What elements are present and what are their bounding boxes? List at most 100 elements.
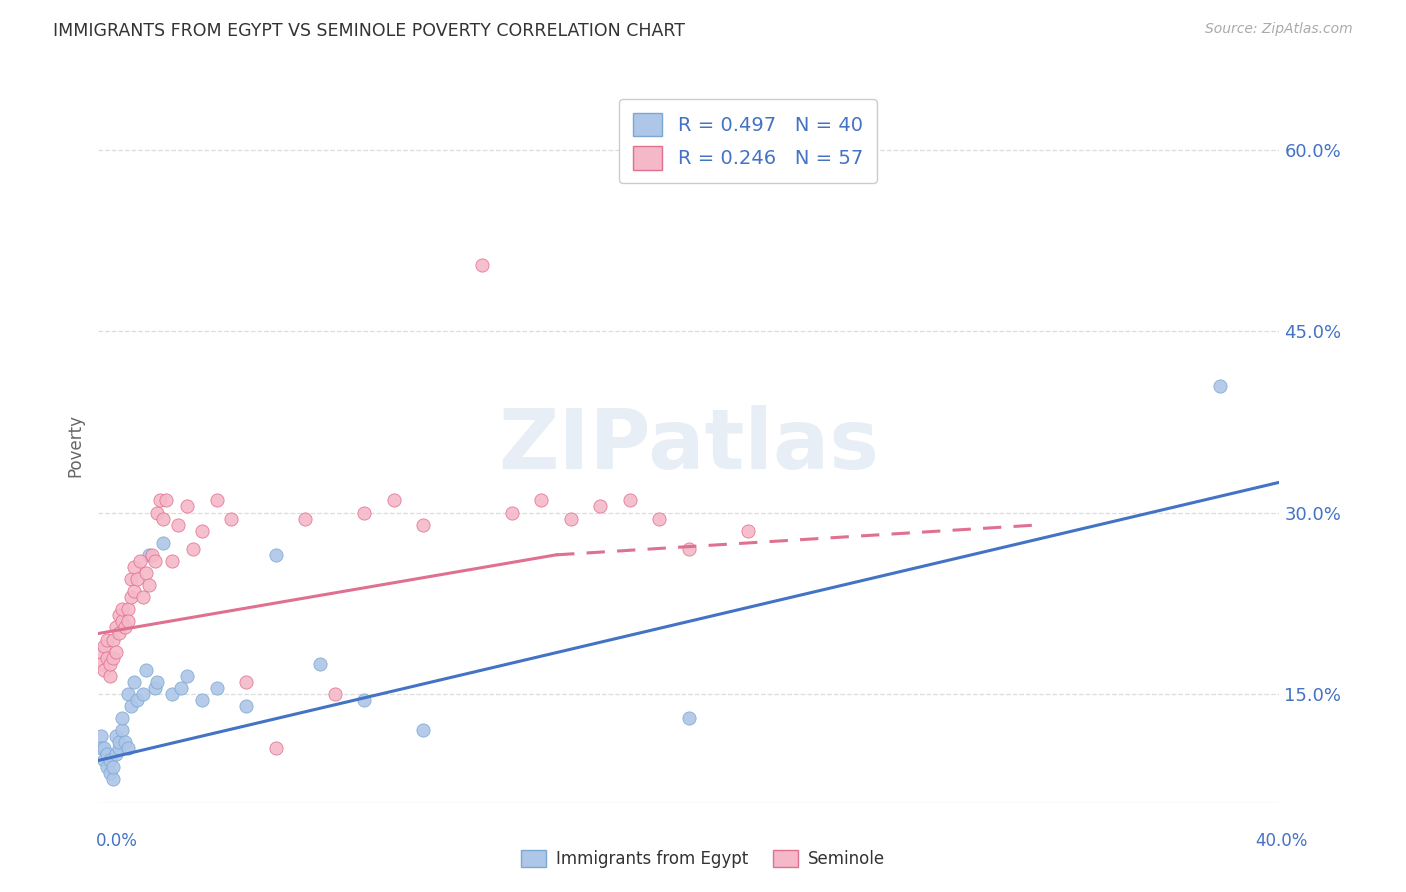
Point: [221, 511, 243, 525]
Point: [264, 548, 287, 562]
Point: [117, 615, 139, 629]
Point: [122, 674, 145, 689]
Point: [146, 506, 169, 520]
Point: [138, 578, 160, 592]
Point: [132, 590, 155, 604]
Point: [155, 493, 177, 508]
Point: [162, 687, 183, 701]
Point: [648, 511, 671, 525]
Point: [98, 754, 121, 768]
Point: [412, 517, 434, 532]
Point: [176, 500, 198, 514]
Point: [135, 663, 157, 677]
Point: [105, 729, 128, 743]
Point: [105, 645, 128, 659]
Point: [501, 506, 523, 520]
Point: [205, 681, 228, 695]
Point: [323, 687, 346, 701]
Point: [93, 639, 115, 653]
Point: [108, 626, 131, 640]
Point: [167, 517, 190, 532]
Point: [560, 511, 582, 525]
Text: ZIPatlas: ZIPatlas: [499, 406, 879, 486]
Point: [162, 554, 183, 568]
Point: [122, 560, 145, 574]
Point: [117, 741, 139, 756]
Point: [678, 711, 700, 725]
Point: [108, 741, 131, 756]
Point: [93, 663, 115, 677]
Point: [103, 632, 125, 647]
Point: [90, 657, 112, 671]
Point: [93, 754, 115, 768]
Point: [90, 741, 112, 756]
Point: [120, 572, 142, 586]
Point: [152, 511, 174, 525]
Point: [264, 741, 287, 756]
Point: [96, 650, 118, 665]
Point: [1209, 378, 1232, 392]
Point: [382, 493, 405, 508]
Point: [132, 687, 155, 701]
Point: [93, 741, 115, 756]
Point: [135, 566, 157, 580]
Point: [103, 759, 125, 773]
Point: [114, 735, 136, 749]
Point: [90, 729, 112, 743]
Point: [353, 693, 375, 707]
Point: [98, 669, 121, 683]
Point: [98, 657, 121, 671]
Point: [152, 535, 174, 549]
Point: [105, 747, 128, 762]
Point: [125, 572, 148, 586]
Point: [181, 541, 204, 556]
Point: [176, 669, 198, 683]
Point: [96, 759, 118, 773]
Point: [111, 602, 134, 616]
Point: [103, 650, 125, 665]
Point: [98, 765, 121, 780]
Point: [412, 723, 434, 738]
Text: Source: ZipAtlas.com: Source: ZipAtlas.com: [1205, 22, 1353, 37]
Point: [108, 608, 131, 623]
Text: 40.0%: 40.0%: [1256, 832, 1308, 850]
Point: [141, 548, 163, 562]
Point: [149, 493, 172, 508]
Point: [471, 258, 494, 272]
Point: [235, 674, 257, 689]
Point: [737, 524, 759, 538]
Point: [170, 681, 193, 695]
Point: [111, 615, 134, 629]
Point: [530, 493, 553, 508]
Point: [589, 500, 612, 514]
Point: [122, 584, 145, 599]
Point: [143, 681, 166, 695]
Point: [619, 493, 641, 508]
Point: [191, 524, 214, 538]
Text: IMMIGRANTS FROM EGYPT VS SEMINOLE POVERTY CORRELATION CHART: IMMIGRANTS FROM EGYPT VS SEMINOLE POVERT…: [53, 22, 686, 40]
Text: 0.0%: 0.0%: [96, 832, 138, 850]
Legend: R = 0.497   N = 40, R = 0.246   N = 57: R = 0.497 N = 40, R = 0.246 N = 57: [620, 99, 876, 184]
Point: [128, 554, 150, 568]
Point: [96, 632, 118, 647]
Point: [117, 687, 139, 701]
Legend: Immigrants from Egypt, Seminole: Immigrants from Egypt, Seminole: [515, 843, 891, 875]
Point: [111, 711, 134, 725]
Y-axis label: Poverty: Poverty: [66, 415, 84, 477]
Point: [125, 693, 148, 707]
Point: [309, 657, 332, 671]
Point: [146, 674, 169, 689]
Point: [111, 723, 134, 738]
Point: [678, 541, 700, 556]
Point: [205, 493, 228, 508]
Point: [96, 747, 118, 762]
Point: [294, 511, 316, 525]
Point: [191, 693, 214, 707]
Point: [143, 554, 166, 568]
Point: [353, 506, 375, 520]
Point: [117, 602, 139, 616]
Point: [120, 590, 142, 604]
Point: [138, 548, 160, 562]
Point: [108, 735, 131, 749]
Point: [105, 620, 128, 634]
